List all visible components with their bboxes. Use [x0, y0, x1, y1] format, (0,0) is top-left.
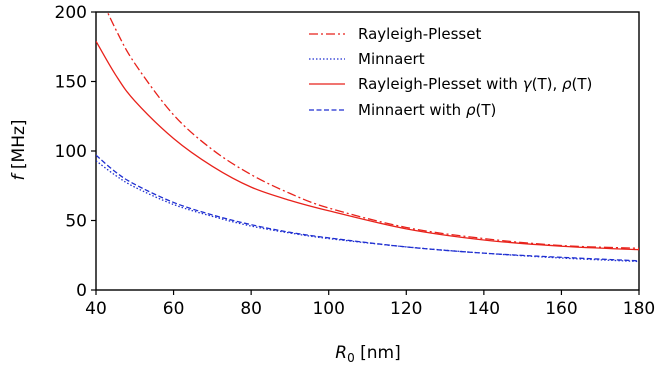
y-axis-label: f [MHz]: [9, 119, 29, 180]
legend-label-rayleigh-plesset: Rayleigh-Plesset: [358, 25, 481, 43]
x-axis-label: R0 [nm]: [335, 343, 400, 365]
legend-label-minnaert-rho: Minnaert with ρ(T): [358, 101, 496, 119]
x-tick-label: 180: [623, 299, 655, 319]
y-tick-label: 0: [76, 281, 87, 301]
legend-label-minnaert: Minnaert: [358, 50, 425, 68]
x-tick-label: 100: [312, 299, 344, 319]
x-tick-label: 140: [468, 299, 500, 319]
series-layer: [96, 12, 639, 263]
legend-label-rayleigh-plesset-gamma-rho: Rayleigh-Plesset with γ(T), ρ(T): [358, 75, 592, 93]
legend-item-rayleigh-plesset-gamma-rho: Rayleigh-Plesset with γ(T), ρ(T): [309, 75, 592, 93]
y-tick-label: 100: [55, 142, 87, 162]
series-line-4: [96, 154, 639, 262]
x-tick-label: 80: [240, 299, 262, 319]
y-tick-label: 50: [65, 212, 87, 232]
y-tick-label: 200: [55, 3, 87, 23]
series-line-2: [96, 160, 639, 263]
x-tick-label: 160: [545, 299, 577, 319]
tick-layer: 40 60 80 100 120 140 160 180 0 50 100 150 200: [55, 3, 656, 319]
legend: Rayleigh-Plesset Minnaert Rayleigh-Pless…: [309, 25, 592, 119]
legend-item-minnaert-rho: Minnaert with ρ(T): [309, 101, 496, 119]
x-tick-label: 60: [163, 299, 185, 319]
x-tick-label: 120: [390, 299, 422, 319]
legend-item-rayleigh-plesset: Rayleigh-Plesset: [309, 25, 481, 43]
series-line-3: [96, 40, 639, 251]
x-tick-label: 40: [85, 299, 107, 319]
series-line-1: [106, 12, 639, 249]
legend-item-minnaert: Minnaert: [309, 50, 425, 68]
y-tick-label: 150: [55, 73, 87, 93]
